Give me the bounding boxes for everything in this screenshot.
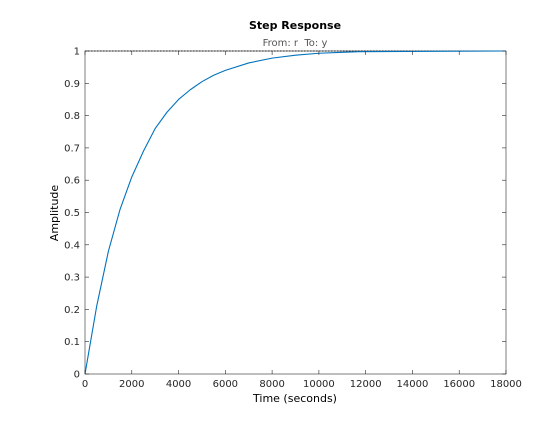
series-line-0 [84, 51, 359, 375]
y-tick-label: 0.7 [64, 143, 80, 154]
y-tick-label: 0.3 [64, 273, 80, 284]
x-ticks: 0 2000 4000 6000 8000 10000 12000 14000 16000 180… [82, 51, 522, 390]
y-ticks: 0 0.1 0.2 0.3 0.4 0.5 0.6 0.7 0.8 0.9 1 [64, 47, 506, 381]
y-tick-label: 0.2 [64, 305, 80, 316]
y-tick-label: 0.4 [64, 240, 80, 251]
x-tick-label: 12000 [350, 379, 382, 390]
x-tick-label: 10000 [303, 379, 335, 390]
chart-subtitle: From: r To: y [263, 38, 328, 49]
x-tick-label: 4000 [166, 379, 191, 390]
x-tick-label: 16000 [443, 379, 475, 390]
axes-box [84, 50, 507, 375]
y-tick-label: 0.1 [64, 337, 80, 348]
y-tick-label: 0.5 [64, 208, 80, 219]
x-tick-label: 0 [82, 379, 88, 390]
x-axis-label: Time (seconds) [252, 392, 337, 405]
y-tick-label: 0 [74, 370, 80, 381]
series-layer [84, 50, 507, 375]
series-line-0-tail [358, 50, 507, 53]
y-tick-label: 0.9 [64, 79, 80, 90]
y-tick-label: 0.8 [64, 111, 80, 122]
y-axis-label: Amplitude [48, 185, 61, 242]
x-tick-label: 18000 [490, 379, 522, 390]
x-tick-label: 8000 [259, 379, 284, 390]
y-tick-label: 1 [74, 47, 80, 58]
chart-title: Step Response [249, 19, 341, 32]
x-tick-label: 2000 [119, 379, 144, 390]
x-tick-label: 6000 [213, 379, 238, 390]
x-tick-label: 14000 [397, 379, 429, 390]
plot-area: 0 2000 4000 6000 8000 10000 12000 14000 16000 180… [64, 47, 522, 391]
y-tick-label: 0.6 [64, 176, 80, 187]
